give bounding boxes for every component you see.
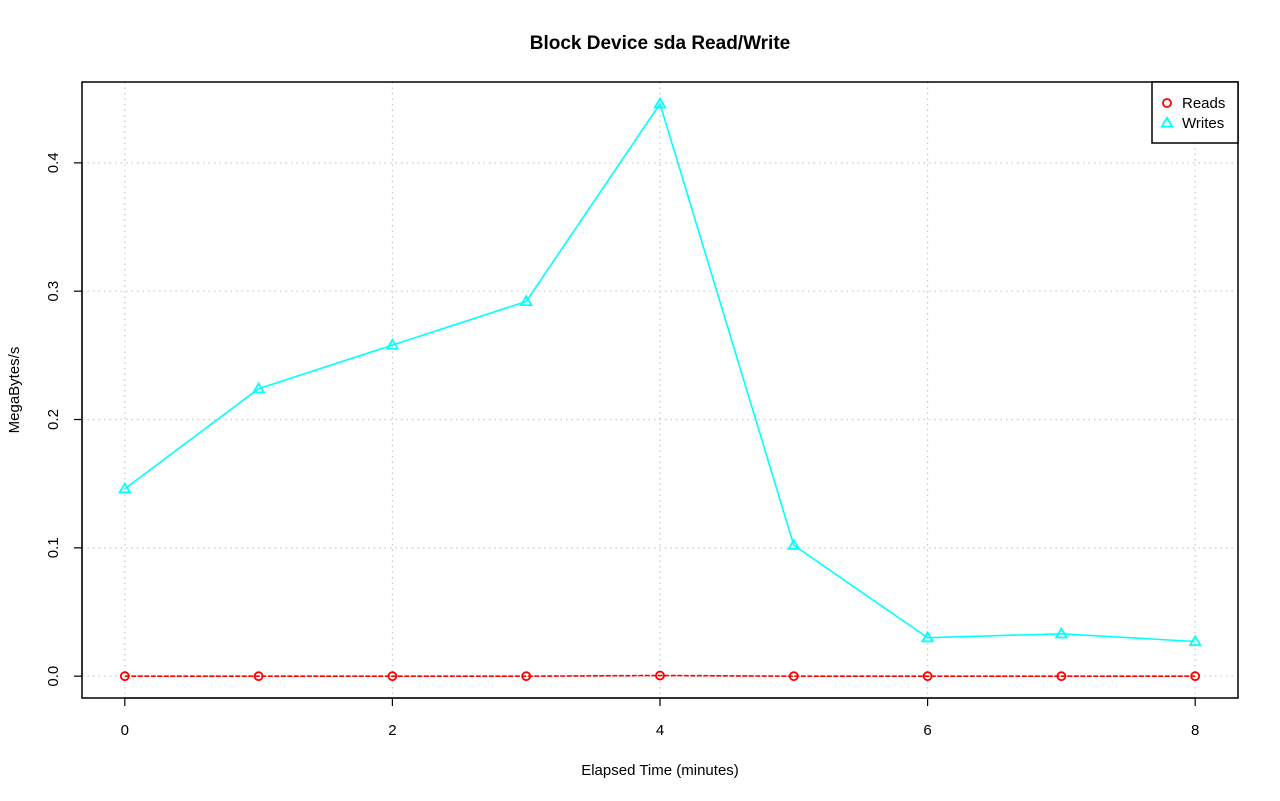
data-point-reads — [521, 671, 532, 682]
legend-label-reads: Reads — [1182, 95, 1225, 112]
data-point-writes — [787, 538, 801, 550]
series-line-reads — [124, 674, 1196, 677]
y-axis: 0.0 0.1 0.2 0.3 0.4 — [45, 152, 83, 687]
data-point-reads — [1190, 671, 1201, 682]
data-point-reads — [253, 671, 264, 682]
data-point-reads — [1056, 671, 1067, 682]
series-line-writes — [124, 101, 1196, 643]
data-point-writes — [519, 294, 533, 306]
y-tick-label: 0.3 — [45, 281, 62, 302]
legend-label-writes: Writes — [1182, 115, 1224, 132]
data-point-writes — [118, 481, 132, 494]
chart-title: Block Device sda Read/Write — [530, 33, 790, 54]
data-point-writes — [920, 630, 935, 643]
data-point-writes — [385, 338, 400, 350]
y-tick-label: 0.2 — [45, 409, 62, 430]
series-layer — [118, 96, 1202, 682]
legend: Reads Writes — [1151, 81, 1239, 144]
data-point-reads — [922, 671, 933, 682]
series-reads — [119, 670, 1201, 682]
series-writes — [118, 96, 1202, 647]
x-axis: 0 2 4 6 8 — [121, 697, 1199, 739]
data-point-writes — [653, 96, 667, 109]
x-tick-label: 2 — [388, 722, 396, 739]
x-axis-label: Elapsed Time (minutes) — [581, 762, 739, 779]
y-tick-label: 0.1 — [45, 537, 62, 558]
legend-marker-reads — [1162, 98, 1172, 108]
data-point-writes — [251, 381, 266, 394]
y-axis-label: MegaBytes/s — [6, 347, 23, 434]
legend-marker-writes — [1160, 116, 1174, 128]
data-point-writes — [1054, 626, 1069, 639]
data-point-writes — [1188, 634, 1202, 647]
x-tick-label: 4 — [656, 722, 664, 739]
legend-box — [1151, 81, 1239, 144]
data-point-reads — [655, 670, 665, 681]
y-tick-label: 0.4 — [45, 152, 62, 173]
data-point-reads — [119, 671, 130, 682]
x-tick-label: 6 — [923, 722, 931, 739]
data-point-reads — [788, 671, 799, 682]
y-tick-label: 0.0 — [45, 666, 62, 687]
data-point-reads — [387, 671, 398, 682]
x-tick-label: 8 — [1191, 722, 1199, 739]
x-tick-label: 0 — [121, 722, 129, 739]
